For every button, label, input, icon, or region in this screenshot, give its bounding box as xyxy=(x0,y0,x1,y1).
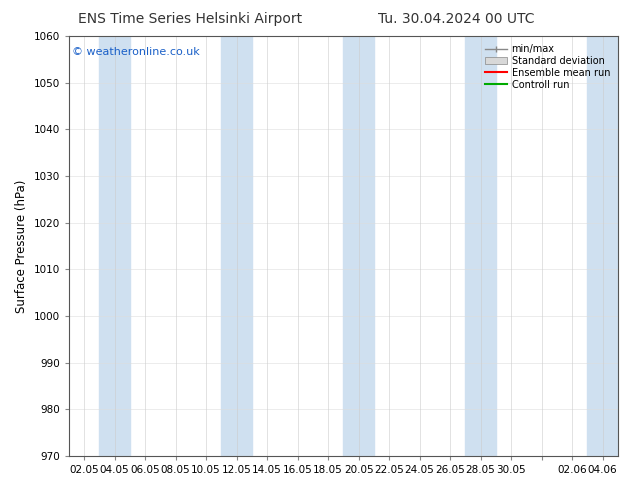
Text: Tu. 30.04.2024 00 UTC: Tu. 30.04.2024 00 UTC xyxy=(378,12,534,26)
Legend: min/max, Standard deviation, Ensemble mean run, Controll run: min/max, Standard deviation, Ensemble me… xyxy=(482,41,613,93)
Bar xyxy=(587,36,618,456)
Bar xyxy=(221,36,252,456)
Bar xyxy=(100,36,130,456)
Bar xyxy=(465,36,496,456)
Text: © weatheronline.co.uk: © weatheronline.co.uk xyxy=(72,47,199,57)
Y-axis label: Surface Pressure (hPa): Surface Pressure (hPa) xyxy=(15,179,28,313)
Bar xyxy=(344,36,374,456)
Text: ENS Time Series Helsinki Airport: ENS Time Series Helsinki Airport xyxy=(78,12,302,26)
